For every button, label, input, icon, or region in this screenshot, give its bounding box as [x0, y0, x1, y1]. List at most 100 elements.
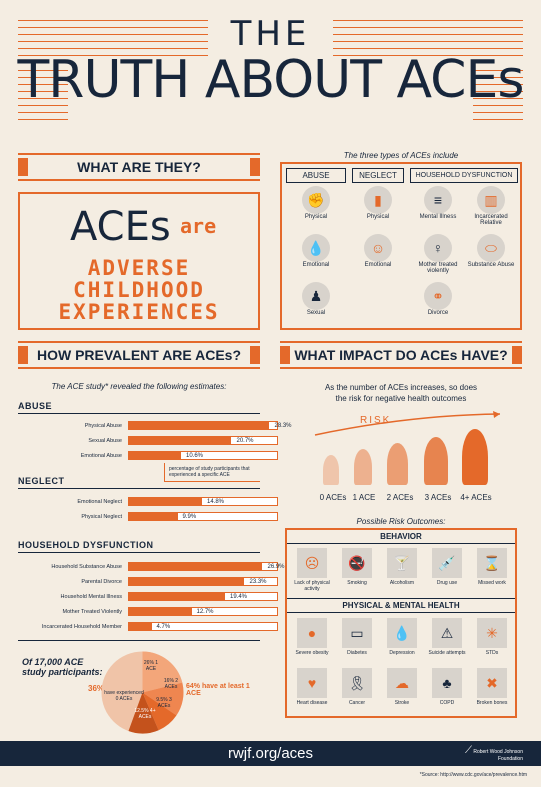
bar-value: 20.7%	[236, 438, 254, 444]
bar-track: 10.6%	[128, 451, 278, 460]
outcome-caption: Suicide attempts	[428, 650, 466, 656]
prev-abuse-title: ABUSE	[18, 401, 53, 411]
type-household-violence: ♀ Mother treated violently	[410, 234, 466, 274]
outcome-icon: ✖	[477, 668, 507, 698]
what-are-they-header: WHAT ARE THEY?	[18, 153, 260, 181]
outcome-caption: Broken bones	[476, 700, 508, 706]
footer-source: *Source: http://www.cdc.gov/ace/prevalen…	[419, 772, 527, 778]
bar-fill	[129, 498, 202, 505]
outcome-missed-work: ⌛ Missed work	[471, 548, 513, 586]
outcome-caption: Heart disease	[296, 700, 328, 706]
bar-value: 28.3%	[274, 423, 292, 429]
outcome-drug-use: 💉 Drug use	[426, 548, 468, 586]
outcome-icon: 🍸	[387, 548, 417, 578]
bar-label: Incarcerated Household Member	[41, 623, 122, 630]
bar-label: Household Mental Illness	[60, 593, 122, 600]
prev-bottom-rule	[18, 640, 260, 641]
risk-level-2: 2 ACEs	[386, 493, 414, 502]
outcome-caption: Stroke	[394, 700, 410, 706]
type-neglect-emotional: ☺ Emotional	[360, 234, 396, 268]
aces-word: ACEs	[70, 204, 171, 250]
bar-label: Emotional Abuse	[80, 452, 122, 459]
bar-fill	[129, 578, 244, 585]
footer-org: ⟋ Robert Wood Johnson Foundation	[464, 745, 523, 762]
child-icon: ☺	[364, 234, 392, 262]
household-type-title: HOUSEHOLD DYSFUNCTION	[410, 168, 518, 183]
footer-url[interactable]: rwjf.org/aces	[227, 745, 314, 762]
outcome-icon: ⌛	[477, 548, 507, 578]
outcome-icon: 🚭	[342, 548, 372, 578]
title-main: TRUTH ABOUT ACEs	[17, 50, 525, 110]
health-title: PHYSICAL & MENTAL HEALTH	[287, 598, 515, 613]
title-deco-lines-left2	[18, 70, 68, 120]
bar-value: 12.7%	[196, 609, 214, 615]
risk-figure-2	[387, 443, 408, 485]
pie-zero-label: have experienced 0 ACEs	[104, 690, 144, 702]
outcome-caption: Lack of physical activity	[294, 580, 330, 592]
outcome-caption: Alcoholism	[389, 580, 415, 586]
experiences-word: EXPERIENCES	[58, 300, 220, 324]
types-intro: The three types of ACEs include	[343, 151, 459, 160]
behavior-title: BEHAVIOR	[287, 532, 515, 544]
outcome-severe-obesity: ● Severe obesity	[291, 618, 333, 656]
capsule-icon: ⬭	[477, 234, 505, 262]
bar-fill	[129, 422, 269, 429]
bar-value: 23.3%	[249, 579, 267, 585]
prev-household-rule	[18, 552, 260, 553]
types-panel: ABUSE NEGLECT HOUSEHOLD DYSFUNCTION ✊ Phy…	[280, 162, 522, 330]
ace-count-pie	[101, 651, 184, 734]
prev-neglect-rule	[18, 488, 260, 489]
prev-abuse-rule	[18, 413, 260, 414]
possible-outcomes: Possible Risk Outcomes:	[356, 517, 446, 526]
outcome-diabetes: ▭ Diabetes	[336, 618, 378, 656]
mother-icon: ♀	[424, 234, 452, 262]
title-deco-lines-right2	[473, 70, 523, 120]
outcome-icon: ●	[297, 618, 327, 648]
prison-bars-icon: ▥	[477, 186, 505, 214]
outcome-caption: STDs	[485, 650, 499, 656]
bar-row: Parental Divorce 23.3%	[28, 576, 278, 587]
type-abuse-sexual: ♟ Sexual	[298, 282, 334, 316]
prev-household-title: HOUSEHOLD DYSFUNCTION	[18, 540, 154, 550]
risk-level-4: 4+ ACEs	[460, 493, 492, 502]
bar-value: 14.8%	[207, 499, 225, 505]
type-household-divorce: ⚭ Divorce	[418, 282, 458, 316]
adverse-word: ADVERSE	[87, 256, 191, 280]
outcome-broken-bones: ✖ Broken bones	[471, 668, 513, 706]
bar-row: Physical Neglect 9.9%	[28, 511, 278, 522]
pie-1-label: 26% 1 ACE	[143, 660, 159, 672]
neglect-type-title: NEGLECT	[352, 168, 404, 183]
bar-track: 9.9%	[128, 512, 278, 521]
bar-value: 10.6%	[186, 453, 204, 459]
outcome-depression: 💧 Depression	[381, 618, 423, 656]
impact-intro: As the number of ACEs increases, so does…	[324, 383, 478, 403]
pie-slice-2	[142, 682, 184, 716]
bar-fill	[129, 608, 192, 615]
outcome-stroke: ☁ Stroke	[381, 668, 423, 706]
risk-figure-4	[462, 429, 488, 485]
bar-value: 9.9%	[182, 514, 197, 520]
bar-value: 19.4%	[230, 594, 248, 600]
title-deco-lines-left	[18, 20, 208, 56]
pie-64-note: 64% have at least 1 ACE	[186, 683, 250, 697]
outcome-heart-disease: ♥ Heart disease	[291, 668, 333, 706]
bar-row: Emotional Abuse 10.6%	[28, 450, 278, 461]
bar-label: Household Substance Abuse	[51, 563, 122, 570]
outcome-caption: Smoking	[347, 580, 367, 586]
pie-slice-4	[128, 692, 159, 734]
type-household-substance: ⬭ Substance Abuse	[466, 234, 516, 268]
type-household-incarcerated: ▥ Incarcerated Relative	[466, 186, 516, 226]
outcome-icon: ☹	[297, 548, 327, 578]
risk-label: RISK	[360, 415, 392, 426]
bar-track: 14.8%	[128, 497, 278, 506]
outcome-icon: ♥	[297, 668, 327, 698]
pie-title: Of 17,000 ACE study participants:	[22, 657, 103, 677]
outcome-caption: Severe obesity	[295, 650, 329, 656]
bar-row: Household Mental Illness 19.4%	[28, 591, 278, 602]
outcome-icon: ⚠	[432, 618, 462, 648]
outcome-suicide-attempts: ⚠ Suicide attempts	[426, 618, 468, 656]
outcome-lack-of-physical-activity: ☹ Lack of physical activity	[291, 548, 333, 592]
outcome-caption: Depression	[389, 650, 415, 656]
type-household-mental: ≡ Mental Illness	[418, 186, 458, 220]
risk-level-0: 0 ACEs	[319, 493, 347, 502]
